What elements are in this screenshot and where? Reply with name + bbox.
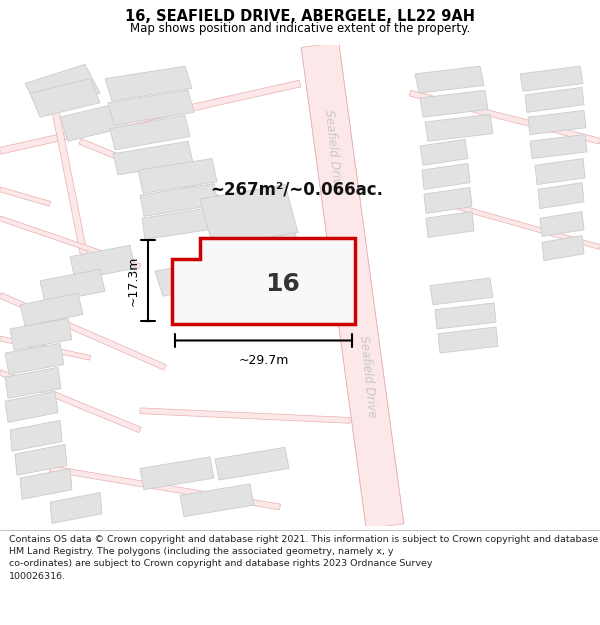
Polygon shape (540, 211, 584, 236)
Polygon shape (138, 159, 217, 193)
Polygon shape (0, 336, 91, 360)
Polygon shape (200, 184, 298, 247)
Polygon shape (429, 197, 600, 249)
Polygon shape (25, 64, 100, 112)
Text: Map shows position and indicative extent of the property.: Map shows position and indicative extent… (130, 22, 470, 35)
Polygon shape (542, 236, 584, 261)
Polygon shape (10, 318, 72, 350)
Polygon shape (0, 187, 51, 206)
Polygon shape (20, 469, 72, 499)
Polygon shape (415, 66, 484, 93)
Polygon shape (105, 66, 192, 101)
Text: 16, SEAFIELD DRIVE, ABERGELE, LL22 9AH: 16, SEAFIELD DRIVE, ABERGELE, LL22 9AH (125, 9, 475, 24)
Polygon shape (15, 444, 67, 475)
Polygon shape (172, 238, 355, 324)
Polygon shape (5, 391, 58, 422)
Polygon shape (430, 278, 493, 305)
Text: Seafield Drive: Seafield Drive (322, 109, 344, 192)
Polygon shape (435, 303, 496, 329)
Polygon shape (140, 184, 218, 216)
Polygon shape (40, 269, 105, 303)
Polygon shape (0, 216, 141, 269)
Text: Seafield Drive: Seafield Drive (357, 336, 379, 419)
Polygon shape (530, 134, 587, 159)
Polygon shape (215, 232, 305, 286)
Polygon shape (0, 369, 141, 432)
Polygon shape (20, 293, 83, 326)
Text: ~17.3m: ~17.3m (127, 256, 140, 306)
Polygon shape (180, 484, 254, 517)
Polygon shape (47, 83, 94, 286)
Polygon shape (424, 188, 472, 213)
Polygon shape (535, 159, 585, 184)
Text: ~29.7m: ~29.7m (238, 354, 289, 367)
Polygon shape (0, 292, 166, 370)
Polygon shape (110, 115, 190, 150)
Polygon shape (108, 90, 194, 125)
Text: Contains OS data © Crown copyright and database right 2021. This information is : Contains OS data © Crown copyright and d… (9, 535, 600, 581)
Polygon shape (142, 209, 208, 239)
Polygon shape (155, 259, 228, 296)
Polygon shape (528, 111, 586, 134)
Polygon shape (60, 102, 128, 141)
Polygon shape (301, 42, 404, 529)
Polygon shape (438, 327, 498, 353)
Polygon shape (50, 492, 102, 523)
Polygon shape (70, 245, 135, 280)
Polygon shape (420, 139, 468, 165)
Polygon shape (79, 139, 291, 231)
Polygon shape (409, 91, 600, 144)
Polygon shape (426, 211, 474, 238)
Polygon shape (425, 114, 493, 141)
Polygon shape (525, 88, 584, 112)
Polygon shape (422, 163, 470, 189)
Polygon shape (420, 90, 488, 118)
Polygon shape (140, 408, 350, 423)
Text: 16: 16 (266, 272, 301, 296)
Polygon shape (520, 66, 583, 91)
Polygon shape (215, 448, 289, 480)
Text: ~267m²/~0.066ac.: ~267m²/~0.066ac. (210, 181, 383, 198)
Polygon shape (30, 79, 100, 118)
Polygon shape (5, 343, 64, 374)
Polygon shape (0, 80, 301, 154)
Polygon shape (140, 457, 214, 489)
Polygon shape (49, 466, 281, 510)
Polygon shape (5, 368, 61, 398)
Polygon shape (10, 421, 62, 451)
Polygon shape (538, 182, 584, 209)
Polygon shape (113, 141, 193, 175)
